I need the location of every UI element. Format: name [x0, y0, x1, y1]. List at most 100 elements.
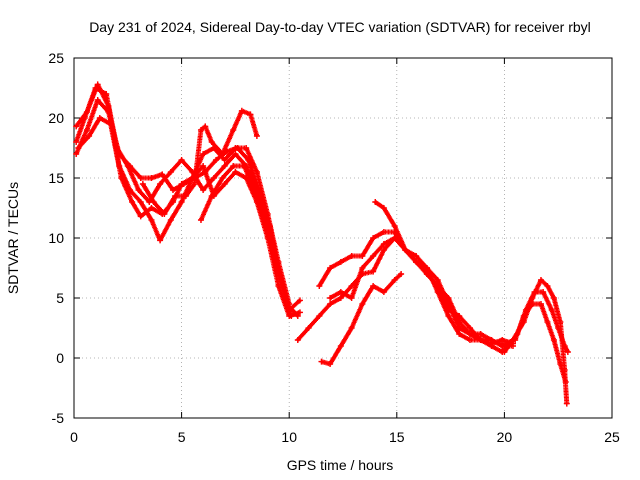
y-tick-label: 0	[56, 350, 64, 366]
data-point	[413, 259, 420, 265]
data-point	[230, 163, 237, 169]
data-point	[200, 151, 207, 157]
data-point	[148, 175, 155, 181]
data-point	[150, 199, 157, 205]
data-point	[157, 237, 164, 244]
data-point	[161, 211, 168, 217]
data-point	[294, 337, 301, 343]
data-point	[540, 289, 547, 295]
data-point	[73, 151, 80, 157]
data-point	[445, 295, 452, 301]
data-point	[219, 175, 226, 181]
data-point	[243, 145, 250, 151]
data-point	[327, 301, 334, 307]
data-point	[337, 289, 344, 295]
data-point	[359, 301, 366, 307]
data-point	[296, 297, 303, 304]
data-point	[557, 361, 564, 367]
data-point	[200, 163, 207, 169]
data-point	[200, 187, 207, 193]
data-point	[562, 379, 569, 385]
data-point	[359, 265, 366, 271]
data-point	[221, 163, 228, 169]
data-point	[83, 127, 90, 133]
data-point	[221, 157, 228, 163]
data-point	[413, 253, 420, 259]
data-point	[564, 349, 571, 355]
data-point	[284, 301, 291, 307]
data-point	[563, 400, 570, 407]
data-point	[294, 313, 301, 319]
data-point	[167, 217, 174, 223]
data-point	[370, 235, 377, 241]
data-point	[370, 253, 377, 259]
data-point	[327, 361, 334, 367]
data-point	[348, 295, 355, 301]
data-point	[126, 163, 133, 169]
data-point	[561, 343, 568, 349]
x-tick-label: 20	[497, 429, 513, 445]
series-track-9	[318, 271, 405, 367]
data-point	[210, 175, 217, 181]
series-track-5	[139, 107, 260, 217]
y-tick-label: 25	[48, 50, 64, 66]
y-tick-label: -5	[52, 410, 65, 426]
data-point	[253, 133, 260, 139]
data-point	[466, 337, 473, 343]
data-point	[262, 223, 269, 229]
series-track-14	[512, 301, 569, 385]
data-point	[219, 151, 226, 157]
data-point	[118, 175, 125, 181]
data-point	[230, 127, 237, 133]
data-point	[73, 139, 80, 145]
data-point	[232, 145, 239, 151]
data-point	[316, 313, 323, 319]
data-point	[544, 319, 551, 325]
data-point	[555, 325, 562, 331]
data-point	[380, 289, 387, 295]
data-point	[456, 331, 463, 337]
data-point	[348, 253, 355, 259]
data-point	[391, 223, 398, 229]
data-point	[86, 133, 93, 139]
data-point	[359, 253, 366, 259]
data-point	[197, 127, 204, 133]
x-tick-label: 0	[70, 429, 78, 445]
data-point	[178, 181, 185, 187]
data-point	[537, 301, 544, 307]
data-point	[178, 157, 185, 163]
data-point	[232, 151, 239, 157]
data-point	[148, 205, 155, 211]
chart-title: Day 231 of 2024, Sidereal Day-to-day VTE…	[89, 19, 591, 35]
data-point	[167, 169, 174, 175]
data-point	[105, 103, 112, 109]
data-point	[232, 169, 239, 175]
data-point	[83, 109, 90, 115]
data-point	[137, 199, 144, 205]
data-point	[202, 123, 209, 130]
data-point	[253, 169, 260, 175]
data-point	[157, 181, 164, 187]
data-point	[221, 181, 228, 187]
data-point	[537, 277, 544, 283]
data-point	[337, 259, 344, 265]
data-point	[488, 337, 495, 343]
data-point	[398, 271, 405, 277]
data-point	[372, 199, 379, 205]
data-point	[264, 211, 271, 217]
axis-ticks	[73, 57, 613, 419]
grid	[74, 58, 612, 418]
data-point	[391, 277, 398, 283]
data-point	[213, 157, 220, 163]
data-point	[172, 193, 179, 199]
data-point	[148, 217, 155, 223]
data-point	[208, 193, 215, 199]
data-point	[316, 283, 323, 289]
data-point	[182, 193, 189, 199]
data-point	[550, 295, 557, 301]
x-tick-label: 5	[178, 429, 186, 445]
data-point	[402, 247, 409, 253]
data-point	[238, 107, 245, 114]
